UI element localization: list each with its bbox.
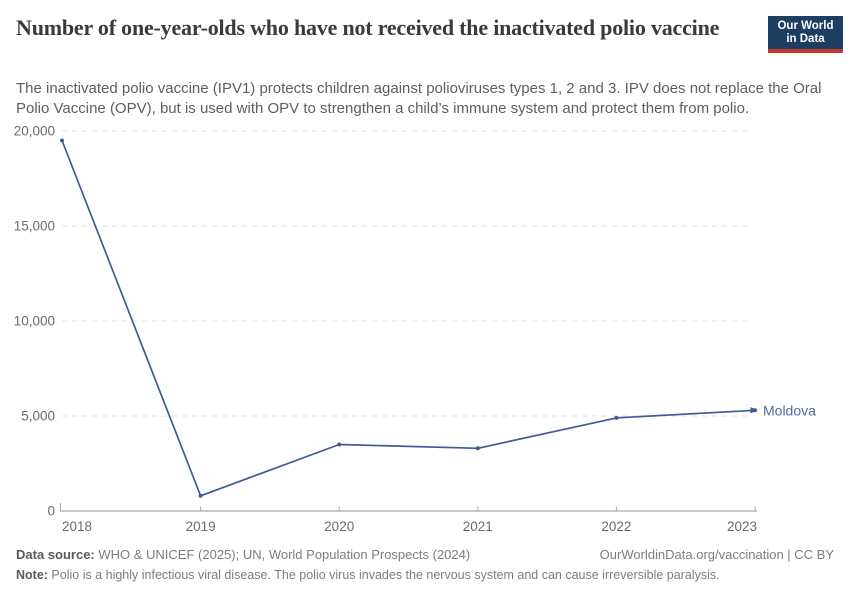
note-label: Note: [16,568,48,582]
entity-label[interactable]: Moldova [763,402,816,418]
data-point[interactable] [753,408,757,413]
data-point[interactable] [475,446,480,451]
chart-title: Number of one-year-olds who have not rec… [16,15,720,40]
x-axis-tick-label: 2021 [463,519,493,534]
data-source-text: Data source: WHO & UNICEF (2025); UN, Wo… [16,547,470,563]
data-point[interactable] [198,493,203,498]
x-axis-tick-label: 2018 [62,519,92,534]
attribution-link[interactable]: OurWorldinData.org/vaccination | CC BY [599,547,834,562]
owid-logo-line1: Our World [777,20,834,32]
data-source-label: Data source: [16,547,95,562]
x-axis-tick-label: 2022 [601,519,631,534]
data-point[interactable] [60,138,64,143]
footer-source-row: Data source: WHO & UNICEF (2025); UN, Wo… [16,547,834,563]
y-axis-tick-label: 5,000 [21,409,55,424]
owid-logo[interactable]: Our World in Data [768,16,843,53]
y-axis-tick-label: 15,000 [14,219,55,234]
x-axis-tick-label: 2019 [186,519,216,534]
data-point[interactable] [337,442,342,447]
data-point[interactable] [614,415,619,420]
owid-logo-line2: in Data [786,33,825,45]
note-text: Polio is a highly infectious viral disea… [47,568,720,582]
y-axis-tick-label: 0 [47,504,55,519]
footer-note-row: Note: Polio is a highly infectious viral… [16,567,834,583]
y-axis-tick-label: 10,000 [14,314,55,329]
chart-subtitle: The inactivated polio vaccine (IPV1) pro… [16,80,822,117]
data-source-value: WHO & UNICEF (2025); UN, World Populatio… [94,547,471,562]
x-axis-tick-label: 2020 [324,519,354,534]
y-axis-tick-label: 20,000 [14,124,55,139]
moldova-series-line[interactable] [61,140,756,497]
x-axis-tick-label: 2023 [727,519,757,534]
